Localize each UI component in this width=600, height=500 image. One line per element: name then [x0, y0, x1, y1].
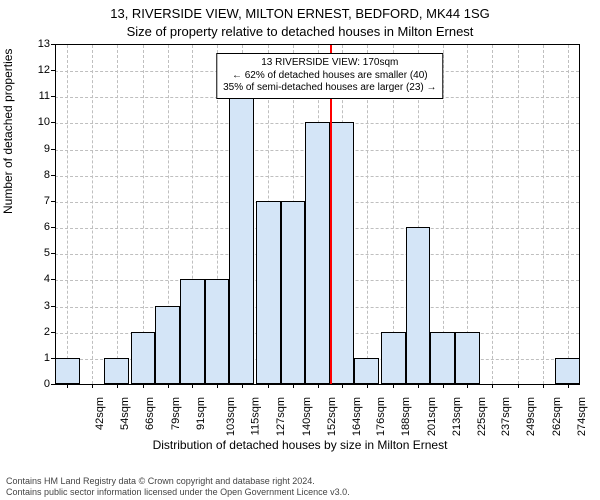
x-axis-line: [55, 384, 580, 385]
y-tick-label: 7: [10, 195, 50, 207]
grid-line-v: [67, 45, 68, 384]
histogram-bar: [381, 332, 406, 384]
y-tick-label: 6: [10, 221, 50, 233]
caption-line1: Contains HM Land Registry data © Crown c…: [6, 476, 350, 487]
y-tick-label: 13: [10, 38, 50, 50]
x-tick-label: 225sqm: [476, 397, 488, 436]
y-axis-line: [55, 44, 56, 384]
chart-title-line1: 13, RIVERSIDE VIEW, MILTON ERNEST, BEDFO…: [0, 6, 600, 21]
histogram-bar: [229, 96, 254, 384]
x-tick-label: 66sqm: [144, 397, 156, 430]
x-axis-label: Distribution of detached houses by size …: [0, 438, 600, 452]
histogram-bar: [131, 332, 156, 384]
x-tick-label: 188sqm: [400, 397, 412, 436]
x-tick-label: 164sqm: [351, 397, 363, 436]
x-tick-label: 140sqm: [301, 397, 313, 436]
y-tick-label: 8: [10, 169, 50, 181]
x-tick-label: 237sqm: [500, 397, 512, 436]
chart-title-line2: Size of property relative to detached ho…: [0, 24, 600, 39]
x-tick-label: 115sqm: [249, 397, 261, 435]
x-tick-label: 79sqm: [170, 397, 182, 430]
x-tick-label: 127sqm: [275, 397, 287, 436]
x-tick-label: 201sqm: [427, 397, 439, 436]
histogram-bar: [354, 358, 379, 384]
histogram-bar: [55, 358, 80, 384]
annotation-box: 13 RIVERSIDE VIEW: 170sqm← 62% of detach…: [216, 53, 443, 99]
y-tick-label: 0: [10, 378, 50, 390]
y-tick-label: 11: [10, 90, 50, 102]
histogram-bar: [330, 122, 355, 384]
histogram-bar: [205, 279, 230, 384]
histogram-bar: [155, 306, 180, 384]
annotation-line1: 13 RIVERSIDE VIEW: 170sqm: [223, 57, 436, 70]
grid-line-v: [492, 45, 493, 384]
y-tick-label: 2: [10, 326, 50, 338]
grid-line-v: [568, 45, 569, 384]
x-tick-label: 152sqm: [326, 397, 338, 436]
x-tick-label: 274sqm: [576, 397, 588, 436]
y-tick-label: 4: [10, 273, 50, 285]
x-tick-label: 249sqm: [525, 397, 537, 436]
histogram-bar: [180, 279, 205, 384]
y-tick-label: 5: [10, 247, 50, 259]
x-tick-label: 54sqm: [119, 397, 131, 430]
x-tick-label: 42sqm: [94, 397, 106, 430]
histogram-bar: [305, 122, 330, 384]
x-tick-label: 103sqm: [226, 397, 238, 436]
histogram-bar: [430, 332, 455, 384]
x-tick-label: 213sqm: [451, 397, 463, 436]
histogram-bar: [455, 332, 480, 384]
grid-line-v: [518, 45, 519, 384]
annotation-line2: ← 62% of detached houses are smaller (40…: [223, 70, 436, 83]
x-tick-label: 176sqm: [375, 397, 387, 436]
x-tick-label: 91sqm: [195, 397, 207, 430]
x-tick-label: 262sqm: [552, 397, 564, 436]
histogram-bar: [256, 201, 281, 384]
y-tick-label: 1: [10, 352, 50, 364]
caption-line2: Contains public sector information licen…: [6, 487, 350, 498]
chart-caption: Contains HM Land Registry data © Crown c…: [6, 476, 350, 499]
grid-line-v: [543, 45, 544, 384]
annotation-line3: 35% of semi-detached houses are larger (…: [223, 82, 436, 95]
histogram-bar: [555, 358, 580, 384]
grid-line-v: [117, 45, 118, 384]
plot-area: 13 RIVERSIDE VIEW: 170sqm← 62% of detach…: [55, 44, 580, 384]
y-tick-label: 12: [10, 64, 50, 76]
y-tick-label: 9: [10, 143, 50, 155]
y-tick-label: 3: [10, 300, 50, 312]
grid-line-v: [92, 45, 93, 384]
y-tick-label: 10: [10, 116, 50, 128]
histogram-bar: [406, 227, 431, 384]
histogram-bar: [281, 201, 306, 384]
histogram-bar: [104, 358, 129, 384]
